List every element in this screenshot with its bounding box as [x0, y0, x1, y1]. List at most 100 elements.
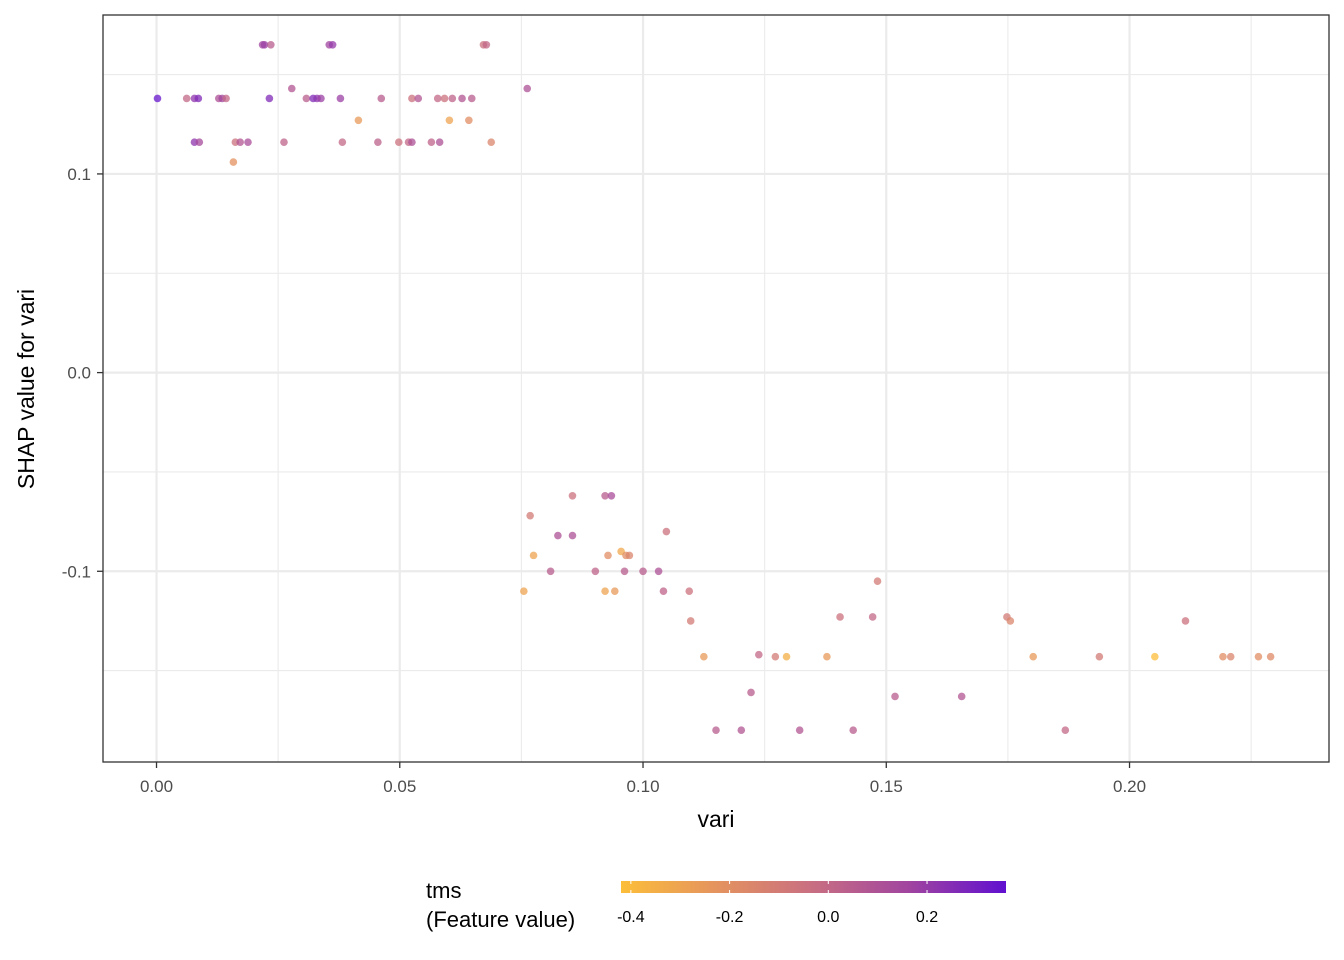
data-point — [1181, 617, 1190, 625]
data-point — [737, 726, 746, 735]
data-point — [465, 116, 473, 125]
data-point — [260, 41, 269, 49]
data-point — [435, 138, 444, 146]
y-tick-label: 0.1 — [67, 165, 91, 184]
data-point — [1226, 652, 1235, 661]
data-point — [868, 613, 877, 621]
y-axis-title: SHAP value for vari — [13, 289, 39, 489]
data-point — [374, 138, 382, 146]
data-point — [700, 652, 708, 661]
x-tick-label: 0.15 — [870, 777, 903, 796]
data-point — [1151, 652, 1159, 661]
colorbar-tick-label: 0.0 — [817, 909, 839, 926]
panel-border — [102, 14, 1330, 763]
x-tick-label: 0.20 — [1113, 777, 1146, 796]
data-point — [445, 116, 454, 125]
y-tick-label: 0.0 — [67, 364, 91, 383]
data-point — [755, 650, 763, 659]
data-point — [1006, 617, 1015, 625]
data-point — [1219, 652, 1227, 661]
data-point — [1266, 652, 1275, 661]
data-point — [377, 94, 386, 103]
data-point — [195, 138, 204, 146]
data-point — [1254, 652, 1263, 661]
data-point — [654, 567, 663, 576]
data-point — [433, 94, 442, 103]
data-point — [194, 94, 203, 103]
data-point — [408, 94, 416, 103]
data-point — [394, 138, 403, 146]
data-point — [529, 551, 538, 560]
data-point — [686, 617, 695, 625]
data-point — [611, 587, 619, 595]
data-point — [1029, 652, 1038, 661]
data-point — [244, 138, 252, 146]
data-point — [302, 94, 311, 103]
data-point — [427, 138, 436, 146]
data-point — [662, 527, 671, 536]
colorbar — [621, 881, 1006, 893]
x-tick-label: 0.00 — [140, 777, 173, 796]
data-point — [229, 158, 238, 166]
data-point — [568, 531, 577, 540]
data-point — [546, 567, 555, 576]
data-point — [414, 94, 423, 103]
x-tick-label: 0.10 — [626, 777, 659, 796]
data-point — [795, 726, 804, 735]
data-point — [591, 567, 600, 576]
data-point — [1061, 726, 1070, 735]
data-point — [712, 726, 720, 735]
color-legend: tms (Feature value) -0.4 -0.2 0.0 0.2 — [426, 878, 1006, 932]
data-point — [487, 138, 496, 146]
colorbar-tick-label: -0.2 — [716, 909, 744, 926]
data-point — [222, 94, 230, 103]
data-point — [482, 41, 491, 49]
data-point — [526, 511, 534, 520]
y-axis-ticks: -0.1 0.0 0.1 — [62, 165, 103, 581]
data-point — [338, 138, 347, 146]
data-point — [440, 94, 449, 103]
grid-lines — [103, 15, 1329, 762]
data-point — [782, 652, 791, 661]
data-point — [458, 94, 466, 103]
data-point — [265, 94, 274, 103]
colorbar-tick-label: -0.4 — [617, 909, 645, 926]
data-point — [620, 567, 629, 576]
data-point — [523, 84, 532, 93]
legend-title-line2: (Feature value) — [426, 907, 575, 932]
data-point — [287, 84, 296, 93]
data-point — [823, 652, 831, 661]
data-point — [153, 94, 162, 103]
x-axis-title: vari — [697, 806, 734, 832]
data-point — [408, 138, 416, 146]
data-point — [685, 587, 694, 595]
colorbar-ticks: -0.4 -0.2 0.0 0.2 — [617, 881, 938, 926]
data-point — [891, 692, 899, 701]
data-point — [873, 577, 882, 586]
data-point — [836, 613, 844, 621]
y-tick-label: -0.1 — [62, 562, 91, 581]
data-point — [747, 688, 755, 697]
data-point — [354, 116, 363, 125]
data-point — [467, 94, 476, 103]
data-point — [957, 692, 966, 701]
data-point — [607, 491, 616, 500]
legend-title-line1: tms — [426, 878, 461, 903]
data-point — [1095, 652, 1104, 661]
x-tick-label: 0.05 — [383, 777, 416, 796]
data-point — [625, 551, 634, 560]
data-point — [520, 587, 528, 595]
data-point — [317, 94, 325, 103]
data-point — [182, 94, 191, 103]
data-point — [236, 138, 244, 146]
data-point — [604, 551, 612, 560]
data-point — [280, 138, 288, 146]
data-point — [849, 726, 857, 735]
x-axis-ticks: 0.00 0.05 0.10 0.15 0.20 — [140, 762, 1146, 796]
colorbar-tick-label: 0.2 — [916, 909, 938, 926]
data-point — [328, 41, 337, 49]
panel-background — [103, 15, 1329, 762]
data-point — [267, 41, 275, 49]
data-point — [659, 587, 668, 595]
